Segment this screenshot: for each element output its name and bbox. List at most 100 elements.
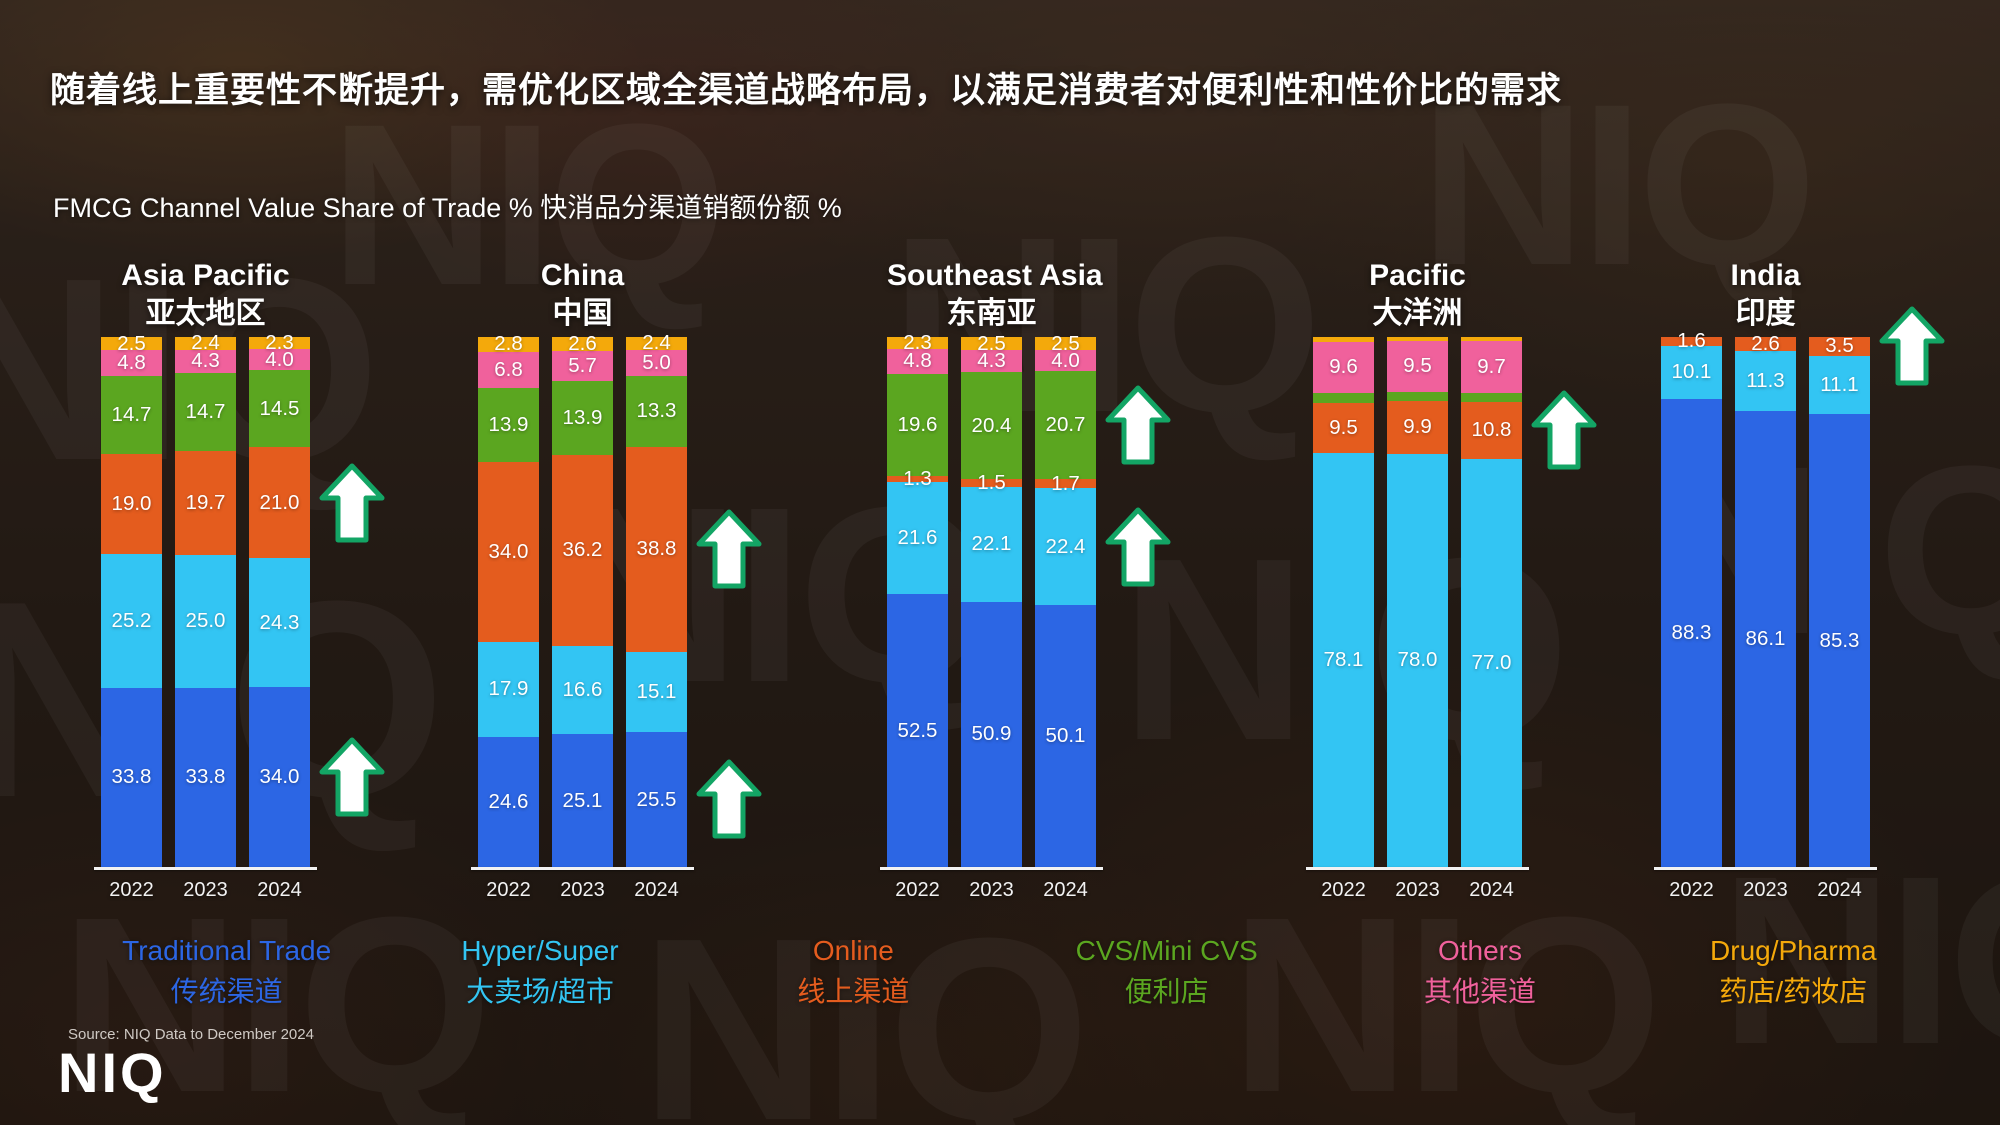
segment-traditional: 50.9	[961, 601, 1022, 867]
segment-value-label: 14.5	[259, 396, 300, 420]
segment-value-label: 5.0	[642, 350, 671, 374]
segment-cvs: 20.7	[1035, 371, 1096, 480]
page-title: 随着线上重要性不断提升，需优化区域全渠道战略布局，以满足消费者对便利性和性价比的…	[50, 71, 1563, 110]
segment-value-label: 25.0	[185, 609, 226, 633]
chart-title: FMCG Channel Value Share of Trade % 快消品分…	[53, 193, 842, 223]
x-axis-line	[471, 867, 694, 870]
segment-value-label: 4.0	[265, 347, 294, 371]
segment-drug: 2.5	[1035, 333, 1096, 353]
region-title: Pacific 大洋洲	[1313, 257, 1522, 333]
segment-cvs: 19.6	[887, 373, 948, 476]
segment-traditional: 52.5	[887, 594, 948, 867]
year-label: 2023	[1395, 879, 1440, 901]
region-title-en: China	[540, 259, 625, 292]
segment-value-label: 14.7	[111, 402, 152, 426]
segment-cvs: 20.4	[961, 372, 1022, 479]
stacked-bar-2023: 86.1 11.3 2.6	[1735, 333, 1796, 867]
segment-value-label: 88.3	[1671, 620, 1712, 644]
segment-value-label: 4.8	[903, 349, 932, 373]
segment-cvs: 14.5	[249, 370, 310, 448]
growth-up-arrow-icon	[1531, 390, 1597, 470]
segment-drug: 2.4	[175, 333, 236, 353]
chart-group-india: India 印度 88.3 10.1 1.6 86.1 11.3 2.6 85.3 11.1 3.5…	[1621, 255, 1961, 945]
year-labels: 2022 2023 2024	[887, 879, 1096, 902]
segment-cvs: 14.7	[175, 372, 236, 451]
segment-others: 6.8	[478, 351, 539, 388]
segment-traditional: 33.8	[101, 687, 162, 867]
segment-value-label: 50.1	[1045, 723, 1086, 747]
segment-drug	[1387, 337, 1448, 342]
segment-others: 4.8	[887, 348, 948, 374]
year-label: 2023	[1743, 879, 1788, 901]
segment-drug: 2.5	[961, 333, 1022, 353]
year-label: 2022	[1321, 879, 1366, 901]
x-axis-line	[880, 867, 1103, 870]
legend-label-en: Hyper/Super	[461, 935, 619, 966]
growth-up-arrow-icon	[1879, 306, 1945, 386]
stacked-bar-2024: 25.5 15.1 38.8 13.3 5.0 2.4	[626, 333, 687, 867]
legend-item-cvs-mini-cvs: CVS/Mini CVS 便利店	[1010, 930, 1323, 1012]
segment-value-label: 4.3	[977, 349, 1006, 373]
segment-traditional: 50.1	[1035, 605, 1096, 867]
segment-online: 1.3	[887, 468, 948, 488]
segment-value-label: 13.9	[488, 412, 529, 436]
segment-cvs: 13.9	[552, 380, 613, 455]
segment-value-label: 78.1	[1323, 647, 1364, 671]
year-labels: 2022 2023 2024	[1661, 879, 1870, 902]
stacked-bar-2023: 50.9 22.1 1.5 20.4 4.3 2.5	[961, 333, 1022, 867]
stacked-bar-2022: 78.1 9.5 9.6	[1313, 337, 1374, 867]
niq-watermark-text: NIQ	[1230, 880, 1662, 1125]
segment-value-label: 21.0	[259, 490, 300, 514]
legend-label-zh: 传统渠道	[170, 976, 283, 1007]
segment-hyper: 11.3	[1735, 350, 1796, 411]
segment-online: 38.8	[626, 446, 687, 653]
bars-row: 24.6 17.9 34.0 13.9 6.8 2.8 25.1 16.6 36.2 13.9 5.…	[478, 333, 687, 867]
segment-drug: 2.5	[101, 333, 162, 353]
year-labels: 2022 2023 2024	[1313, 879, 1522, 902]
segment-value-label: 52.5	[897, 718, 938, 742]
segment-value-label: 22.4	[1045, 534, 1086, 558]
year-label: 2023	[969, 879, 1014, 901]
segment-value-label: 10.8	[1471, 418, 1512, 442]
segment-drug	[1461, 337, 1522, 342]
segment-value-label: 13.9	[562, 405, 603, 429]
segment-value-label: 13.3	[636, 399, 677, 423]
segment-others: 5.0	[626, 349, 687, 377]
legend-item-online: Online 线上渠道	[697, 930, 1010, 1012]
segment-value-label: 34.0	[259, 764, 300, 788]
segment-value-label: 34.0	[488, 539, 529, 563]
niq-logo: NIQ	[58, 1041, 167, 1104]
segment-others: 5.7	[552, 350, 613, 381]
segment-value-label: 15.1	[636, 679, 677, 703]
stacked-bar-2022: 24.6 17.9 34.0 13.9 6.8 2.8	[478, 334, 539, 867]
segment-value-label: 20.7	[1045, 412, 1086, 436]
segment-value-label: 9.7	[1477, 354, 1506, 378]
segment-online: 9.9	[1387, 401, 1448, 454]
legend-label-en: Traditional Trade	[122, 935, 332, 966]
segment-value-label: 10.1	[1671, 360, 1712, 383]
segment-hyper: 25.2	[101, 554, 162, 688]
chart-group-southeast-asia: Southeast Asia 东南亚 52.5 21.6 1.3 19.6 4.8 2.3 50…	[847, 255, 1187, 945]
segment-value-label: 19.7	[185, 490, 226, 514]
segment-value-label: 25.1	[562, 788, 603, 812]
segment-value-label: 86.1	[1745, 626, 1786, 650]
growth-up-arrow-icon	[1105, 507, 1171, 587]
legend-label-zh: 大卖场/超市	[466, 976, 614, 1007]
segment-traditional: 24.6	[478, 736, 539, 867]
niq-watermark-text: NIQ	[60, 880, 492, 1125]
segment-traditional: 25.5	[626, 732, 687, 867]
segment-online: 1.7	[1035, 473, 1096, 493]
segment-online: 19.7	[175, 450, 236, 556]
segment-cvs: 13.3	[626, 376, 687, 447]
growth-up-arrow-icon	[319, 737, 385, 817]
legend: Traditional Trade 传统渠道 Hyper/Super 大卖场/超…	[70, 930, 1950, 1012]
year-label: 2022	[1669, 879, 1714, 901]
segment-value-label: 19.0	[111, 491, 152, 515]
segment-others: 4.8	[101, 350, 162, 376]
segment-hyper: 78.1	[1313, 453, 1374, 867]
segment-cvs	[1461, 392, 1522, 402]
segment-online: 10.8	[1461, 401, 1522, 459]
segment-online: 9.5	[1313, 402, 1374, 454]
segment-hyper: 25.0	[175, 555, 236, 688]
stacked-bar-2023: 33.8 25.0 19.7 14.7 4.3 2.4	[175, 333, 236, 867]
